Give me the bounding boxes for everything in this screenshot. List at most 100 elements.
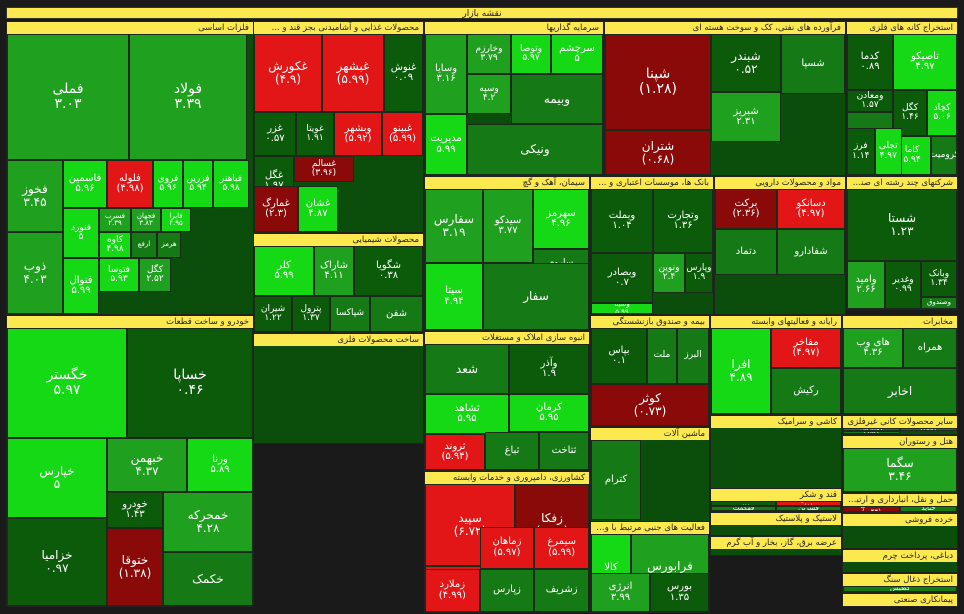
stock-tile[interactable]: بورس ۱.۳۵	[650, 573, 709, 612]
stock-tile[interactable]: فباهنر ۵.۹۸	[213, 160, 249, 208]
stock-tile[interactable]: وتجارت ۱.۳۶	[653, 189, 713, 253]
stock-tile[interactable]: فملی ۳.۰۳	[7, 34, 129, 160]
stock-tile[interactable]: خکمک	[163, 552, 253, 606]
stock-tile[interactable]: زپارس	[479, 569, 535, 612]
stock-tile[interactable]: خمحرکه ۴.۲۸	[163, 492, 253, 552]
stock-tile[interactable]: کفپارس	[843, 428, 900, 431]
stock-tile[interactable]: غکورش (۴.۹)	[254, 34, 322, 112]
stock-tile[interactable]: وتوصا ۵.۹۷	[511, 34, 551, 74]
stock-tile[interactable]: وآذر ۱.۹	[509, 344, 589, 394]
stock-tile[interactable]: غسالم (۳.۹۶)	[294, 156, 354, 182]
stock-tile[interactable]: حکشتی(۰.۴۴)	[843, 506, 900, 512]
stock-tile[interactable]: شبریز ۲.۳۱	[711, 92, 781, 142]
stock-tile[interactable]: رکیش	[771, 368, 841, 414]
stock-tile[interactable]: فسرب ۲.۳۹	[99, 208, 131, 232]
stock-tile[interactable]: کگل ۲.۵۲	[139, 258, 171, 292]
stock-tile[interactable]: سهرمز ۴.۹۶	[533, 189, 589, 249]
stock-tile[interactable]: اخابر	[843, 368, 957, 414]
stock-tile[interactable]: کترام	[591, 440, 641, 520]
stock-tile[interactable]: ارفع	[131, 232, 157, 258]
stock-tile[interactable]: فنوال ۵.۹۹	[63, 258, 99, 314]
stock-tile[interactable]: شتران (۰.۶۸)	[605, 130, 711, 175]
stock-tile[interactable]: شبندر ۰.۵۲	[711, 34, 781, 92]
stock-tile[interactable]: خبهمن ۴.۳۷	[107, 438, 187, 492]
stock-tile[interactable]: فخوز ۳.۴۵	[7, 160, 63, 232]
stock-tile[interactable]: ونوین ۲.۴	[653, 253, 685, 293]
stock-tile[interactable]: شپنا (۱.۲۸)	[605, 34, 711, 130]
stock-tile[interactable]: شفادارو	[777, 229, 845, 275]
stock-tile[interactable]: البرز	[677, 328, 709, 384]
stock-tile[interactable]: فجهان ۳.۸۳	[131, 208, 161, 232]
stock-tile[interactable]: سفارس ۳.۱۹	[425, 189, 483, 263]
stock-tile[interactable]: مدیریت ۵.۹۹	[425, 114, 467, 175]
stock-tile[interactable]: سرچشم ۵	[551, 34, 603, 74]
stock-tile[interactable]: غنوش ۰.۰۹	[384, 34, 423, 112]
stock-tile[interactable]: غشان ۴.۸۷	[298, 186, 338, 232]
stock-tile[interactable]: بپاس ۰.۱	[591, 328, 647, 384]
stock-tile[interactable]: دسانکو (۴.۹۷)	[777, 189, 845, 229]
stock-tile[interactable]: کوثر (۰.۷۳)	[591, 384, 709, 426]
stock-tile[interactable]: زشریف	[534, 569, 589, 612]
stock-tile[interactable]: سیدکو ۳.۷۷	[483, 189, 533, 263]
stock-tile[interactable]: سیمرغ (۵.۹۹)	[534, 526, 589, 570]
stock-tile[interactable]: دتماد	[715, 229, 777, 275]
stock-tile[interactable]: وبملت ۱.۰۴	[591, 189, 653, 253]
stock-tile[interactable]: برکت (۲.۳۶)	[715, 189, 777, 229]
stock-tile[interactable]: سفار	[483, 263, 589, 330]
stock-tile[interactable]: هرمز	[157, 232, 181, 258]
stock-tile[interactable]: خودرو ۱.۴۳	[107, 492, 163, 528]
stock-tile[interactable]: حتاید	[900, 506, 957, 512]
stock-tile[interactable]: کسرا	[843, 431, 900, 434]
stock-tile[interactable]: غویتا ۱.۹۱	[296, 112, 334, 156]
stock-tile[interactable]: وپارس ۱.۹	[685, 253, 713, 293]
stock-tile[interactable]: وخارزم ۳.۷۹	[467, 34, 511, 74]
stock-tile[interactable]: تجلی ۴.۹۷	[874, 128, 902, 175]
stock-tile[interactable]: خساپا ۰.۴۶	[127, 328, 253, 438]
stock-tile[interactable]: وسایا ۳.۱۶	[425, 34, 467, 114]
stock-tile[interactable]: قشرین	[776, 506, 841, 511]
stock-tile[interactable]: قهکمت	[711, 506, 776, 511]
stock-tile[interactable]: ذوب ۴.۰۳	[7, 232, 63, 314]
stock-tile[interactable]: ثتاخت	[539, 432, 589, 470]
stock-tile[interactable]: کرمان ۵.۹۵	[509, 394, 589, 432]
stock-tile[interactable]: شسپا	[781, 34, 845, 94]
stock-tile[interactable]: فتوسا ۵.۹۳	[99, 258, 139, 292]
stock-tile[interactable]: سیتا ۴.۹۴	[425, 263, 483, 330]
stock-tile[interactable]: وغدیر ۰.۹۹	[885, 261, 921, 309]
stock-tile[interactable]: پترول ۱.۳۷	[292, 296, 330, 332]
stock-tile[interactable]: ثروند (۵.۹۴)	[425, 434, 485, 470]
stock-tile[interactable]: خزامیا ۰.۹۷	[7, 518, 107, 606]
stock-tile[interactable]: شستا ۱.۲۳	[847, 189, 957, 261]
stock-tile[interactable]: همراه	[903, 328, 957, 368]
stock-tile[interactable]: شعد	[425, 344, 509, 394]
stock-tile[interactable]: شیران ۱.۲۲	[254, 296, 292, 332]
stock-tile[interactable]: شاراک ۴.۱۱	[314, 246, 354, 296]
stock-tile[interactable]: ختوقا (۱.۳۸)	[107, 528, 163, 606]
stock-tile[interactable]: خگستر ۵.۹۷	[7, 328, 127, 438]
stock-tile[interactable]: ثباغ	[485, 432, 539, 470]
stock-tile[interactable]: سگما ۳.۴۶	[843, 448, 957, 492]
stock-tile[interactable]: وبصادر ۰.۷	[591, 253, 653, 303]
stock-tile[interactable]: فزرین ۵.۹۴	[183, 160, 213, 208]
stock-tile[interactable]: فایرا ۴.۹۵	[161, 208, 191, 232]
stock-tile[interactable]: فروی ۵.۹۶	[153, 160, 183, 208]
stock-tile[interactable]: کطبس	[843, 586, 957, 592]
stock-tile[interactable]: زماهان (۵.۹۷)	[479, 526, 535, 570]
stock-tile[interactable]: ومعادن ۱.۵۷	[847, 90, 893, 112]
stock-tile[interactable]: کرومیت	[931, 136, 957, 175]
stock-tile[interactable]: ملت	[647, 328, 677, 384]
stock-tile[interactable]: کچاد ۵.۰۶	[927, 90, 957, 136]
stock-tile[interactable]: وصندوق	[921, 297, 957, 309]
stock-tile[interactable]: ونیکی	[467, 124, 603, 175]
stock-tile[interactable]: کهمدا	[900, 428, 957, 431]
stock-tile[interactable]: وبشهر (۵.۹۲)	[334, 112, 382, 156]
stock-tile[interactable]: غمارگ (۲.۳)	[254, 186, 298, 232]
stock-tile[interactable]: کاوه ۴.۹۸	[99, 232, 131, 258]
stock-tile[interactable]: فنورد ۵	[63, 208, 99, 258]
stock-tile[interactable]: ورنا ۵.۸۹	[187, 438, 253, 492]
stock-tile[interactable]: فولاد ۳.۳۹	[129, 34, 247, 160]
stock-tile[interactable]: زملارد (۴.۹۹)	[425, 569, 480, 612]
stock-tile[interactable]: تاصیکو ۴.۹۷	[893, 34, 957, 90]
stock-tile[interactable]: کلر ۵.۹۹	[254, 246, 314, 296]
stock-tile[interactable]: غبینو (۵.۹۹)	[382, 112, 423, 156]
